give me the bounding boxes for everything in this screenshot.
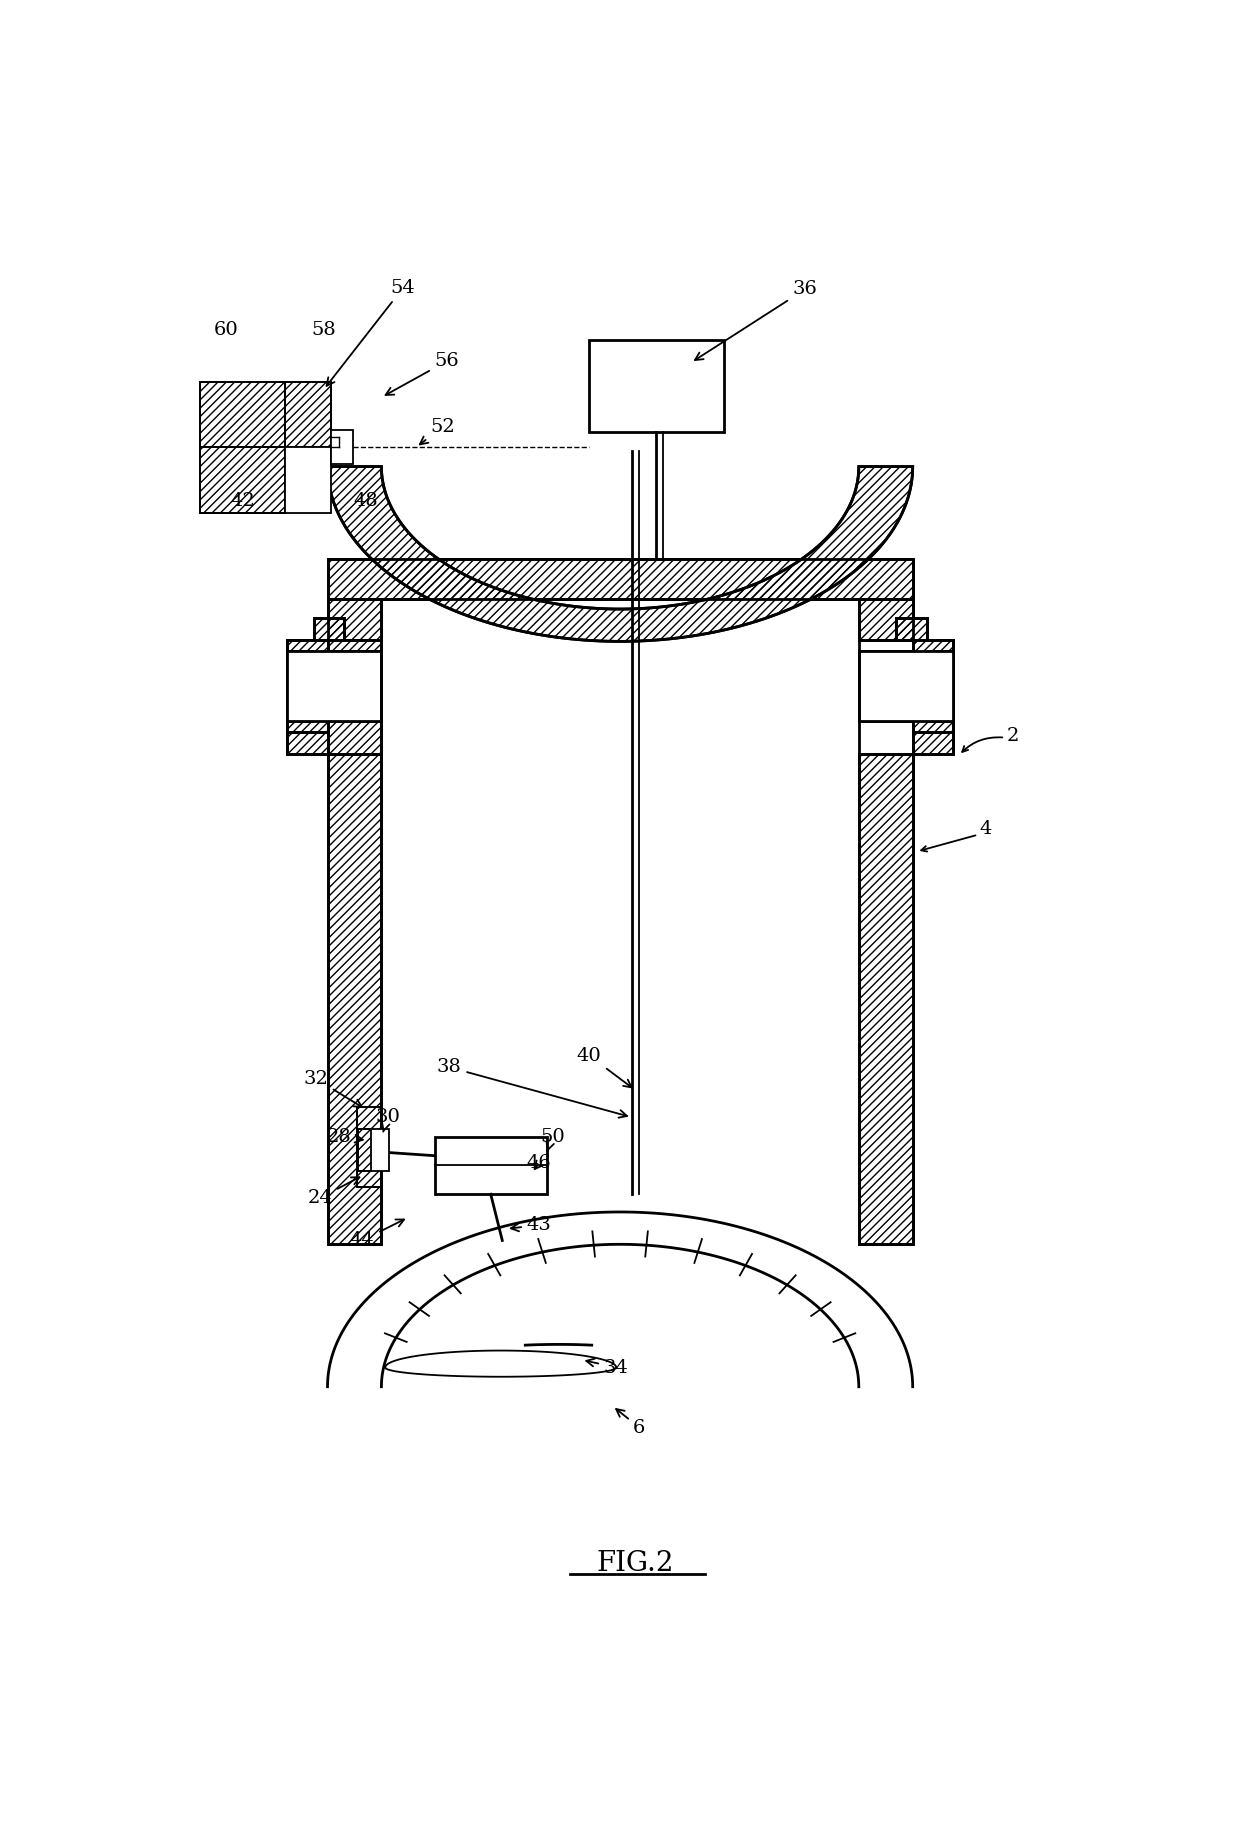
Text: 2: 2	[1007, 727, 1019, 745]
Text: 40: 40	[577, 1046, 631, 1088]
Polygon shape	[589, 339, 724, 431]
Text: 60: 60	[213, 321, 238, 339]
Polygon shape	[288, 640, 327, 732]
Polygon shape	[327, 598, 382, 640]
Polygon shape	[928, 651, 952, 721]
Polygon shape	[913, 732, 952, 754]
Polygon shape	[285, 382, 331, 448]
Text: 36: 36	[694, 281, 817, 360]
Text: 52: 52	[420, 418, 455, 444]
Polygon shape	[327, 640, 382, 754]
Polygon shape	[288, 651, 382, 721]
Text: 34: 34	[587, 1358, 629, 1376]
Polygon shape	[327, 651, 382, 721]
Text: 46: 46	[527, 1154, 552, 1173]
Text: 32: 32	[304, 1070, 362, 1107]
Text: FIG.2: FIG.2	[596, 1551, 675, 1578]
Polygon shape	[913, 640, 952, 732]
Text: 54: 54	[326, 279, 415, 385]
Text: 56: 56	[386, 352, 459, 395]
Polygon shape	[895, 618, 926, 640]
Polygon shape	[358, 1129, 371, 1171]
Text: 4: 4	[980, 820, 992, 837]
Polygon shape	[358, 1129, 389, 1171]
Polygon shape	[201, 382, 285, 448]
Text: 43: 43	[511, 1217, 552, 1235]
Polygon shape	[327, 754, 382, 1244]
Text: 38: 38	[436, 1059, 627, 1118]
Text: 30: 30	[376, 1108, 401, 1132]
Text: 58: 58	[311, 321, 336, 339]
Polygon shape	[288, 732, 327, 754]
Text: 6: 6	[616, 1409, 646, 1437]
Polygon shape	[314, 618, 345, 640]
Polygon shape	[288, 651, 312, 721]
Polygon shape	[859, 651, 913, 721]
Polygon shape	[285, 448, 331, 512]
Polygon shape	[327, 560, 913, 598]
Polygon shape	[859, 598, 913, 640]
Polygon shape	[201, 448, 285, 512]
Polygon shape	[859, 651, 952, 721]
Polygon shape	[331, 431, 353, 464]
Polygon shape	[357, 1107, 382, 1187]
Polygon shape	[327, 466, 913, 642]
Text: 48: 48	[353, 492, 378, 510]
Text: 42: 42	[231, 492, 255, 510]
Text: 44: 44	[350, 1220, 404, 1250]
Text: 50: 50	[539, 1127, 564, 1151]
Polygon shape	[859, 754, 913, 1244]
Polygon shape	[435, 1136, 547, 1195]
Text: 24: 24	[308, 1178, 360, 1207]
Text: 28: 28	[326, 1127, 363, 1145]
